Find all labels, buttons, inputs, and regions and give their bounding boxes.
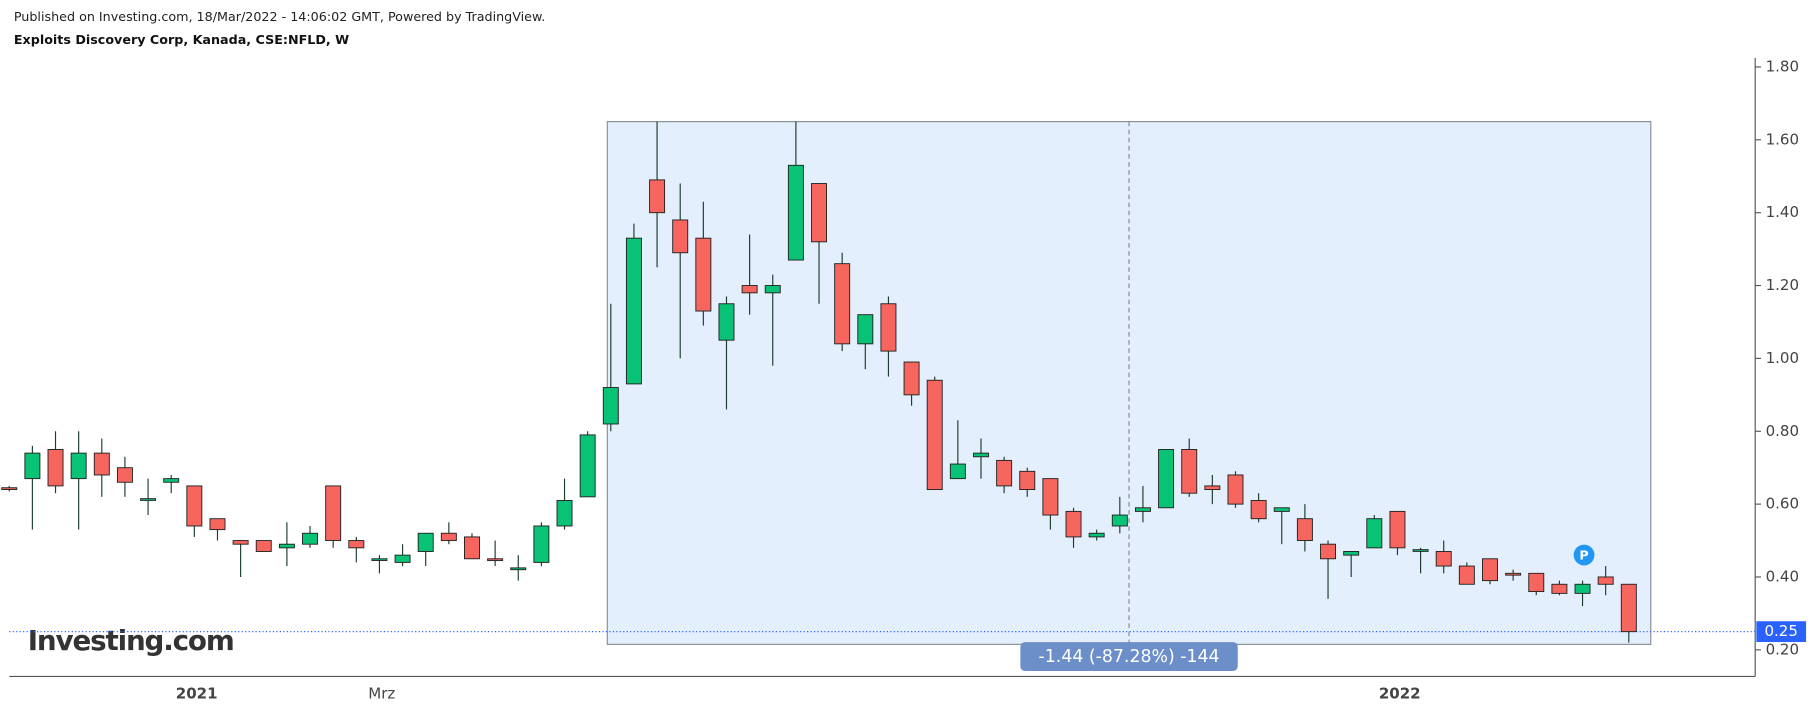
candle-body [93, 452, 110, 476]
candle-body [672, 219, 689, 254]
candle-body [1320, 543, 1337, 560]
candle-body [1250, 500, 1267, 520]
candle-body [1273, 507, 1290, 512]
candle-body [949, 463, 966, 480]
y-tick-label: 0.60 [1766, 495, 1799, 513]
candle-body [1134, 507, 1151, 512]
y-tick-label: 1.00 [1766, 349, 1799, 367]
candle-body [1366, 518, 1383, 549]
candle-body [718, 303, 735, 341]
candle-body [973, 452, 989, 458]
x-tick-label: 2022 [1379, 684, 1421, 702]
y-tick-label: 1.60 [1766, 130, 1799, 148]
candle-body [417, 532, 434, 552]
candle-body [1296, 518, 1313, 542]
candle-body [371, 558, 388, 561]
candle-body [464, 536, 480, 560]
badge [1573, 544, 1595, 566]
candle-body [24, 452, 41, 480]
published: Published on Investing.com, 18/Mar/2022 … [14, 9, 545, 24]
candle-body [1505, 572, 1522, 576]
badge-label: P [1579, 548, 1588, 563]
candle-body [1042, 478, 1059, 516]
candle-body [1435, 551, 1452, 567]
candle-body [302, 532, 319, 545]
candle-body [1019, 470, 1036, 491]
candle-body [579, 434, 596, 498]
candle-body [348, 540, 365, 549]
candle-body [787, 164, 804, 261]
candle-body [1227, 474, 1244, 505]
candle-body [1620, 583, 1637, 633]
candle-body [811, 183, 828, 243]
candle-body [209, 518, 226, 531]
y-tick-label: 0.80 [1766, 422, 1799, 440]
y-tick-label: 1.80 [1766, 57, 1799, 75]
candle-body [1111, 514, 1128, 527]
candle-body [325, 485, 342, 542]
candle-body [255, 540, 272, 552]
candle-body [926, 379, 943, 491]
measure-label: -1.44 (-87.28%) -144 [1039, 647, 1220, 667]
candle-body [116, 467, 133, 483]
candle-body [1, 487, 18, 491]
x-tick-label: 2021 [176, 684, 218, 702]
candle-body [232, 540, 249, 545]
candle-body [186, 485, 203, 527]
candle-body [834, 263, 851, 345]
candle-body [1065, 510, 1082, 538]
candle-body [1158, 449, 1175, 509]
candle-body [533, 525, 550, 563]
candle-body [695, 237, 712, 312]
y-tick-label: 0.40 [1766, 567, 1799, 585]
candle-body [47, 449, 64, 487]
candle-body [1597, 576, 1614, 585]
measure-label-box [1020, 642, 1238, 671]
candle-body [510, 567, 527, 571]
candle-body [857, 314, 874, 345]
candle-body [1574, 583, 1591, 594]
candle-body [649, 179, 666, 214]
candle-body [1088, 532, 1105, 538]
candle-body [903, 361, 920, 396]
y-tick-label: 0.20 [1766, 640, 1799, 658]
last-price-label: 0.25 [1764, 622, 1797, 640]
candle-body [1181, 449, 1198, 494]
candle-body [602, 387, 619, 425]
symbol-title: Exploits Discovery Corp, Kanada, CSE:NFL… [14, 32, 349, 47]
candle-body [996, 459, 1013, 487]
candle-body [163, 478, 180, 483]
candle-body [1412, 549, 1429, 552]
candle-body [1551, 583, 1568, 594]
candle-body [764, 285, 781, 294]
candle-body [1482, 558, 1498, 582]
candle-body [1458, 565, 1475, 585]
candle-body [394, 554, 411, 563]
candle-body [487, 558, 504, 562]
candle-body [1343, 551, 1360, 556]
candle-body [880, 303, 897, 352]
candle-body [625, 237, 642, 385]
y-tick-label: 1.40 [1766, 203, 1799, 221]
candle-body [140, 498, 157, 501]
y-tick-label: 1.20 [1766, 276, 1799, 294]
x-tick-label: Mrz [368, 684, 395, 702]
candle-body [70, 452, 87, 480]
candle-body [1528, 572, 1545, 593]
candle-body [1389, 510, 1406, 549]
candle-body [556, 500, 573, 527]
candle-body [440, 532, 457, 542]
last-price-box [1756, 621, 1807, 643]
candle-body [278, 543, 295, 549]
candle-body [1204, 485, 1221, 491]
candle-body [741, 285, 758, 294]
logo: Investing.com [28, 624, 234, 657]
